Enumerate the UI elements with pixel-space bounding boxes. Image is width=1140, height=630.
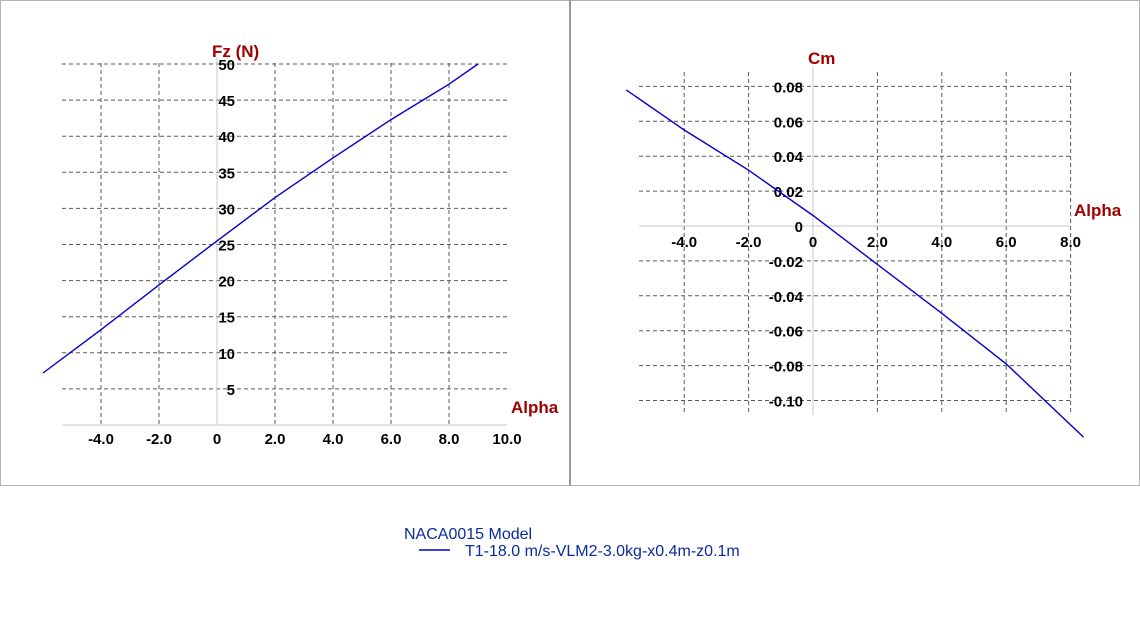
fz-y-tick-labels: 5 10 15 20 25 30 35 40 45 50 <box>218 57 235 399</box>
cm-y-tick-label: 0.08 <box>774 79 803 96</box>
fz-x-tick-label: -4.0 <box>88 431 114 448</box>
fz-y-tick-label: 50 <box>218 57 235 74</box>
cm-x-tick-label: 2.0 <box>867 234 888 251</box>
fz-x-tick-labels: -4.0 -2.0 0 2.0 4.0 6.0 8.0 10.0 <box>88 431 522 448</box>
fz-y-tick-label: 10 <box>218 346 235 363</box>
fz-x-tick-label: 4.0 <box>323 431 344 448</box>
cm-grid <box>639 72 1072 415</box>
cm-y-tick-label: 0 <box>795 219 803 236</box>
left-panel-frame <box>0 0 570 486</box>
fz-series-group <box>42 63 479 374</box>
fz-x-axis-title: Alpha <box>511 398 559 417</box>
fz-y-tick-label: 15 <box>218 310 235 327</box>
fz-x-tick-label: -2.0 <box>146 431 172 448</box>
fz-y-tick-label: 35 <box>218 165 235 182</box>
fz-grid <box>62 63 507 425</box>
cm-y-tick-label: -0.04 <box>769 289 804 306</box>
cm-x-tick-label: 0 <box>809 234 817 251</box>
fz-y-tick-label: 30 <box>218 201 235 218</box>
fz-chart: 5 10 15 20 25 30 35 40 45 50 -4.0 -2.0 0 2.0 4.0 6.0 8.… <box>42 42 559 448</box>
cm-y-tick-label: -0.08 <box>769 359 803 376</box>
fz-y-tick-label: 5 <box>227 382 235 399</box>
cm-y-tick-label: -0.10 <box>769 394 803 411</box>
cm-x-tick-labels: -4.0 -2.0 0 2.0 4.0 6.0 8.0 <box>671 234 1081 251</box>
cm-x-tick-label: 4.0 <box>931 234 952 251</box>
fz-y-tick-label: 40 <box>218 129 235 146</box>
cm-chart: 0.08 0.06 0.04 0.02 0 -0.02 -0.04 -0.06 -0.08 -0.… <box>625 49 1122 438</box>
fz-series-line <box>42 63 479 374</box>
fz-x-tick-label: 6.0 <box>381 431 402 448</box>
fz-y-tick-label: 20 <box>218 274 235 291</box>
cm-x-tick-label: 8.0 <box>1060 234 1081 251</box>
legend: NACA0015 Model T1-18.0 m/s-VLM2-3.0kg-x0… <box>404 526 740 560</box>
fz-x-tick-label: 8.0 <box>439 431 460 448</box>
cm-y-tick-label: -0.06 <box>769 324 803 341</box>
cm-series-line <box>625 89 1084 438</box>
cm-y-tick-label: 0.06 <box>774 114 803 131</box>
legend-title: NACA0015 Model <box>404 526 532 543</box>
cm-axes <box>639 66 1070 415</box>
cm-y-tick-label: -0.02 <box>769 254 803 271</box>
right-panel-frame <box>570 0 1140 486</box>
cm-x-tick-label: -4.0 <box>671 234 697 251</box>
fz-x-tick-label: 10.0 <box>492 431 521 448</box>
fz-x-tick-label: 2.0 <box>265 431 286 448</box>
fz-x-tick-label: 0 <box>213 431 221 448</box>
cm-y-tick-label: 0.02 <box>774 184 803 201</box>
cm-x-tick-label: 6.0 <box>996 234 1017 251</box>
cm-y-tick-label: 0.04 <box>774 149 804 166</box>
cm-y-axis-title: Cm <box>808 49 835 68</box>
fz-y-tick-label: 45 <box>218 93 235 110</box>
fz-y-axis-title: Fz (N) <box>212 42 259 61</box>
fz-y-tick-label: 25 <box>218 238 235 255</box>
cm-series-group <box>625 89 1084 438</box>
cm-x-tick-label: -2.0 <box>736 234 762 251</box>
cm-x-axis-title: Alpha <box>1074 201 1122 220</box>
legend-series-label: T1-18.0 m/s-VLM2-3.0kg-x0.4m-z0.1m <box>465 543 740 560</box>
cm-y-tick-labels: 0.08 0.06 0.04 0.02 0 -0.02 -0.04 -0.06 -0.08 -0.… <box>769 79 804 410</box>
